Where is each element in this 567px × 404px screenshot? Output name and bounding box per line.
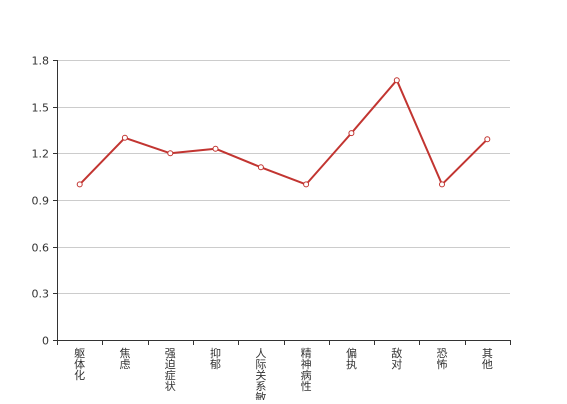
data-point (257, 164, 264, 171)
x-tick-label: 抑郁 (210, 346, 221, 371)
data-point (167, 150, 174, 157)
data-point (484, 136, 491, 143)
data-point (393, 77, 400, 84)
data-point (76, 181, 83, 188)
series-line (78, 79, 489, 186)
x-tick-label: 偏执 (346, 346, 357, 371)
grid-lines (57, 60, 510, 294)
data-point (439, 181, 445, 188)
x-tick-label: 其他 (482, 347, 493, 371)
x-tick-label: 人际关系敏感 (255, 347, 266, 400)
y-tick-label: 0.9 (32, 195, 50, 208)
data-point (303, 181, 310, 188)
y-tick-label: 1.2 (32, 148, 50, 161)
x-tick-label: 焦虑 (119, 347, 130, 371)
y-tick-label: 1.8 (32, 55, 50, 68)
data-point (121, 134, 128, 141)
tick-labels: 0 0.3 0.6 0.9 1.2 1.5 1.8 躯体化 焦虑 强迫症状 抑郁 人际关系敏感 精神病性… (32, 55, 493, 404)
series-layer (76, 77, 491, 188)
axes (53, 60, 511, 345)
data-point (348, 130, 355, 137)
x-tick-label: 敌对 (391, 346, 402, 371)
x-tick-label: 强迫症状 (165, 347, 176, 393)
y-tick-label: 1.5 (32, 102, 50, 115)
x-tick-label: 精神病性 (301, 347, 312, 393)
y-tick-label: 0.3 (32, 288, 50, 301)
data-point (212, 145, 219, 152)
y-tick-label: 0.6 (32, 242, 50, 255)
x-tick-label: 躯体化 (74, 347, 85, 382)
y-tick-label: 0 (42, 335, 49, 348)
x-tick-label: 恐怖 (437, 347, 448, 371)
